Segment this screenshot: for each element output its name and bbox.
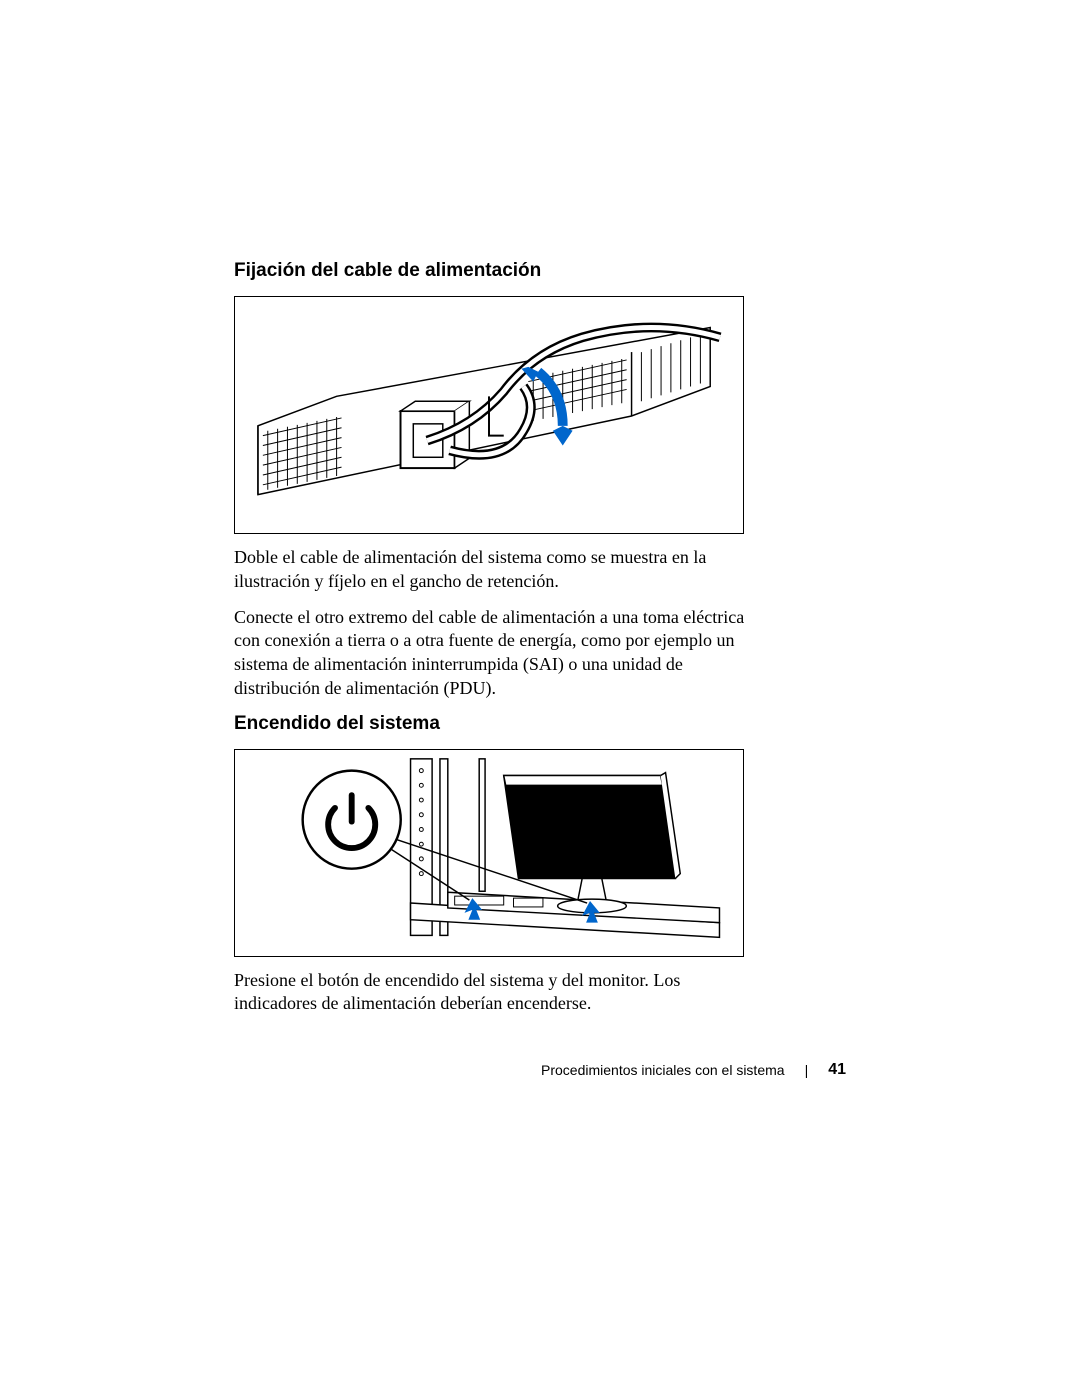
heading-power-on: Encendido del sistema	[234, 713, 854, 735]
heading-cable: Fijación del cable de alimentación	[234, 260, 854, 282]
para-cable-1: Doble el cable de alimentación del siste…	[234, 546, 754, 594]
footer-separator: |	[805, 1062, 809, 1078]
para-cable-2: Conecte el otro extremo del cable de ali…	[234, 606, 754, 701]
para-power-1: Presione el botón de encendido del siste…	[234, 969, 754, 1017]
figure-cable-retention	[234, 296, 744, 534]
page-footer: Procedimientos iniciales con el sistema …	[541, 1061, 846, 1079]
page-content: Fijación del cable de alimentación	[234, 260, 854, 1028]
footer-title: Procedimientos iniciales con el sistema	[541, 1062, 785, 1078]
figure-power-on	[234, 749, 744, 957]
page-number: 41	[828, 1061, 846, 1079]
